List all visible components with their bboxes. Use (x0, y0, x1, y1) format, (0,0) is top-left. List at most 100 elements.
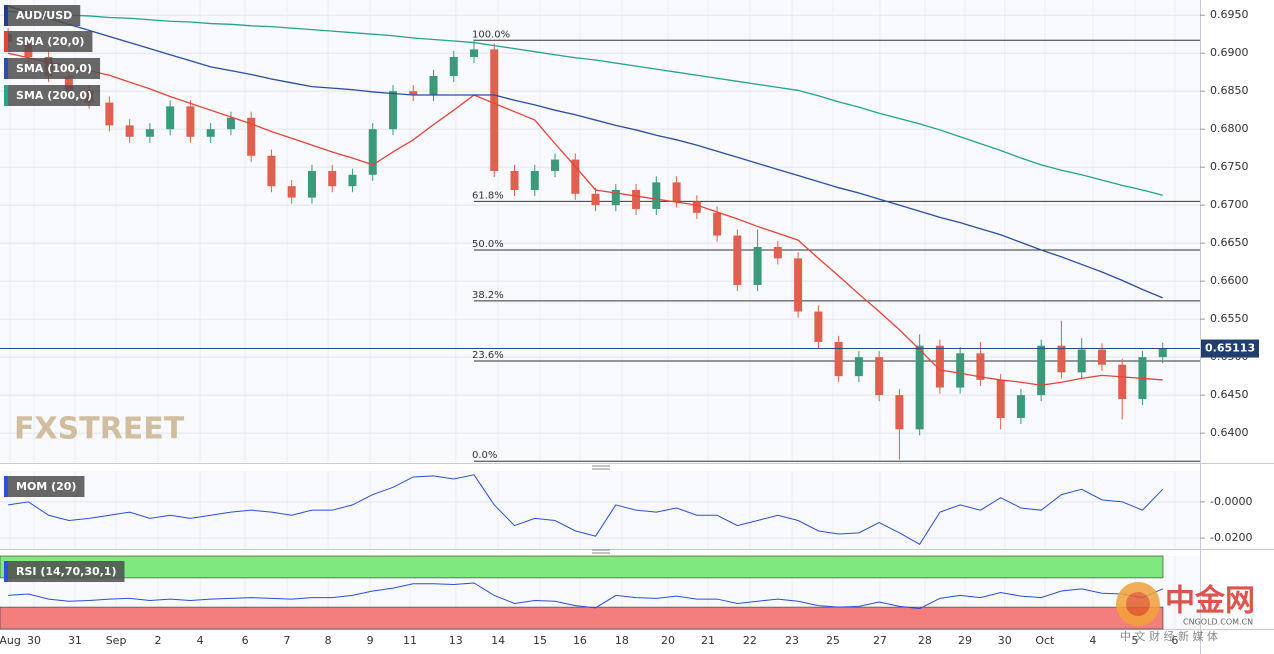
x-tick-label: 23 (785, 634, 799, 647)
candle-body (145, 129, 154, 137)
x-tick-label: 7 (284, 634, 291, 647)
cngold-logo (1116, 582, 1160, 626)
candle-body (388, 91, 397, 130)
legend-item: RSI (14,70,30,1) (4, 561, 125, 582)
y-tick-label: -0.0000 (1210, 495, 1252, 508)
candle-body (794, 258, 803, 312)
x-tick-label: 11 (403, 634, 417, 647)
y-tick-label: -0.0200 (1210, 531, 1252, 544)
candle-body (551, 159, 560, 171)
legend-item: MOM (20) (4, 476, 85, 497)
candle-body (510, 170, 519, 190)
candle-body (166, 106, 175, 130)
y-tick-label: 0.6900 (1210, 46, 1249, 59)
candle-body (915, 345, 924, 430)
main-panel (0, 0, 1200, 462)
candle-body (490, 49, 499, 171)
fib-label: 23.6% (472, 350, 504, 361)
legend-label: AUD/USD (16, 9, 72, 22)
sma-line (7, 52, 1163, 386)
legend-item: AUD/USD (4, 5, 81, 26)
candle-body (713, 212, 722, 236)
legend-box (4, 31, 93, 52)
sma-line (7, 5, 1163, 299)
rsi-band (0, 555, 1164, 579)
candle-body (854, 357, 863, 377)
candle-body (672, 182, 681, 202)
legend-item: SMA (200,0) (4, 85, 101, 106)
x-tick-label: 16 (573, 634, 587, 647)
candle-body (1158, 348, 1167, 358)
candle-body (956, 353, 965, 388)
x-tick-label: 30 (998, 634, 1012, 647)
candle-body (348, 174, 357, 187)
candle-body (814, 311, 823, 342)
candle-body (247, 117, 256, 156)
candle-body (530, 170, 539, 190)
legend-item: SMA (20,0) (4, 31, 93, 52)
rsi-band (0, 606, 1164, 630)
x-tick-label: 4 (197, 634, 204, 647)
brand-watermark: FXSTREET (14, 412, 185, 447)
y-tick-label: 0.6400 (1210, 426, 1249, 439)
candle-body (571, 159, 580, 194)
candle-body (632, 189, 641, 209)
x-tick-label: 20 (661, 634, 675, 647)
y-tick-label: 0.6750 (1210, 160, 1249, 173)
legend-swatch (4, 5, 8, 26)
y-tick-label: 0.6800 (1210, 122, 1249, 135)
last-price-label: 0.65113 (1205, 342, 1255, 355)
x-tick-label: 31 (68, 634, 82, 647)
x-tick-label: 15 (533, 634, 547, 647)
drag-handle[interactable] (592, 465, 610, 470)
y-tick-label: 0.6600 (1210, 274, 1249, 287)
candle-body (470, 49, 479, 57)
candle-body (429, 75, 438, 95)
slogan-watermark: 中 文 财 经 新 媒 体 (1120, 629, 1218, 643)
x-tick-label: 6 (1171, 634, 1178, 647)
x-tick-label: 8 (325, 634, 332, 647)
candle-body (307, 170, 316, 198)
legend-box (4, 476, 85, 497)
candle-body (733, 235, 742, 285)
legend-box (4, 58, 101, 79)
candle-body (692, 201, 701, 213)
legend-box (4, 85, 101, 106)
candle-body (206, 129, 215, 137)
x-tick-label: 28 (918, 634, 932, 647)
candle-body (287, 186, 296, 198)
x-tick-label: 21 (701, 634, 715, 647)
legend-label: RSI (14,70,30,1) (16, 565, 116, 578)
x-tick-label: 30 (27, 634, 41, 647)
legend-swatch (4, 31, 8, 52)
indicator-line (8, 582, 1163, 610)
drag-handle[interactable] (592, 549, 610, 554)
legend-label: MOM (20) (16, 480, 76, 493)
candle-body (368, 129, 377, 175)
candle-body (1037, 345, 1046, 396)
candle-body (753, 246, 762, 285)
x-tick-label: 25 (826, 634, 840, 647)
legend-label: SMA (20,0) (16, 35, 84, 48)
x-tick-label: 22 (743, 634, 757, 647)
fib-label: 100.0% (472, 29, 510, 40)
candle-body (611, 189, 620, 206)
legend-swatch (4, 85, 8, 106)
sma-line (8, 10, 1163, 196)
y-tick-label: 0.6700 (1210, 198, 1249, 211)
candle-body (1057, 345, 1066, 373)
candle-body (895, 395, 904, 430)
fib-label: 0.0% (472, 450, 497, 461)
legend-label: SMA (200,0) (16, 89, 92, 102)
candle-body (935, 345, 944, 388)
candle-body (186, 106, 195, 137)
y-tick-label: 0.6850 (1210, 84, 1249, 97)
x-tick-label: 6 (242, 634, 249, 647)
x-tick-label: Sep (106, 634, 127, 647)
x-tick-label: 29 (958, 634, 972, 647)
last-price-box (1201, 339, 1259, 358)
candle-body (1016, 395, 1025, 418)
x-tick-label: Aug (0, 634, 21, 647)
legend-swatch (4, 476, 8, 497)
